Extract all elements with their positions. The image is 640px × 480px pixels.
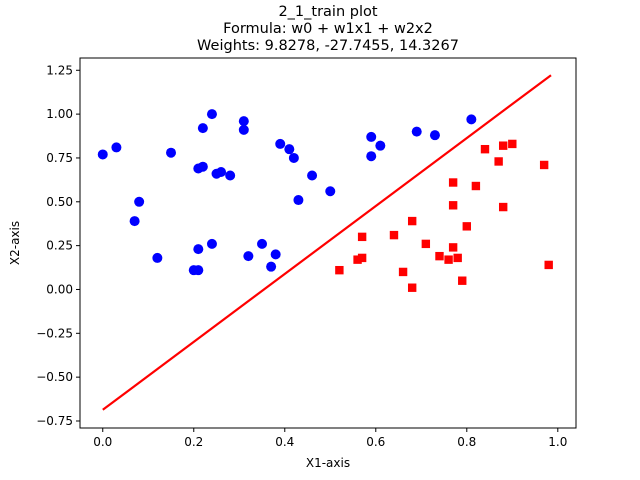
y-axis-label: X2-axis [8, 221, 22, 265]
y-tick-label: −0.50 [36, 370, 73, 384]
circle-point [238, 124, 249, 135]
circle-point [411, 126, 422, 137]
x-tick-label: 0.2 [184, 435, 203, 449]
circle-point [197, 123, 208, 134]
circle-point [429, 130, 440, 141]
square-point [435, 251, 444, 261]
plot-content [97, 74, 553, 411]
square-point [357, 253, 367, 263]
title-line-2: Formula: w0 + w1x1 + w2x2 [223, 21, 433, 37]
square-point [407, 283, 417, 292]
axes-frame [79, 57, 577, 429]
square-point [498, 202, 508, 212]
circle-point [366, 151, 377, 162]
square-point [353, 255, 362, 264]
circle-point [111, 142, 122, 153]
y-tick-label: 0.25 [46, 239, 73, 253]
circle-point [375, 140, 386, 151]
square-point [462, 222, 471, 231]
square-point [480, 144, 490, 154]
square-point [407, 216, 417, 226]
circle-point [238, 116, 249, 127]
circle-point [206, 238, 217, 249]
square-point [448, 243, 458, 252]
circle-point [284, 144, 295, 155]
circle-point [193, 265, 204, 276]
circle-point [257, 238, 268, 249]
x-axis-label: X1-axis [306, 456, 350, 470]
circle-point [216, 166, 227, 177]
circle-point [225, 170, 236, 181]
x-axis-ticks: 0.0 0.2 0.4 0.6 0.8 1.0 [93, 428, 567, 449]
y-tick-label: 0.75 [46, 151, 73, 165]
circle-point [166, 147, 177, 158]
square-point [494, 157, 503, 166]
y-tick-label: 0.50 [46, 195, 73, 209]
x-tick-label: 0.8 [457, 435, 476, 449]
y-tick-label: −0.75 [36, 414, 73, 428]
circle-point [193, 244, 204, 255]
square-point [448, 201, 458, 210]
square-point [453, 253, 462, 263]
square-point [448, 178, 458, 187]
square-point [389, 230, 399, 240]
square-point [458, 276, 467, 285]
circle-point [206, 109, 217, 120]
square-point [357, 232, 367, 242]
square-point [544, 260, 553, 270]
circle-point [307, 170, 318, 181]
circle-point [325, 186, 336, 197]
x-tick-label: 0.0 [93, 435, 112, 449]
circle-point [366, 131, 377, 142]
circle-point [97, 149, 108, 160]
circle-point [134, 196, 145, 207]
chart-title: 2_1_train plot Formula: w0 + w1x1 + w2x2… [197, 4, 459, 54]
square-point [539, 160, 549, 170]
y-tick-label: −0.25 [36, 326, 73, 340]
y-tick-label: 1.25 [46, 63, 73, 77]
square-point [398, 267, 408, 277]
square-point [508, 139, 517, 149]
circle-point [275, 138, 286, 149]
circle-point [197, 161, 208, 172]
circle-point [270, 249, 281, 260]
square-point [335, 265, 344, 275]
square-point [498, 141, 508, 150]
y-tick-label: 0.00 [46, 282, 73, 296]
title-line-3: Weights: 9.8278, -27.7455, 14.3267 [197, 38, 459, 54]
circle-point [152, 252, 163, 263]
circle-point [266, 261, 277, 272]
circle-point [129, 216, 140, 227]
x-tick-label: 1.0 [548, 435, 567, 449]
x-tick-label: 0.6 [366, 435, 385, 449]
square-point [471, 181, 481, 191]
title-line-1: 2_1_train plot [278, 4, 377, 20]
x-tick-label: 0.4 [275, 435, 294, 449]
circle-point [293, 195, 304, 206]
circle-point [466, 114, 477, 125]
square-point [421, 239, 431, 249]
y-axis-ticks: −0.75 −0.50 −0.25 0.00 0.25 0.50 0.75 1.00 1.25 [36, 63, 80, 428]
square-point [444, 255, 453, 264]
y-tick-label: 1.00 [46, 107, 73, 121]
circle-point [288, 152, 299, 163]
decision-boundary-line [102, 74, 552, 411]
circle-point [243, 251, 254, 262]
